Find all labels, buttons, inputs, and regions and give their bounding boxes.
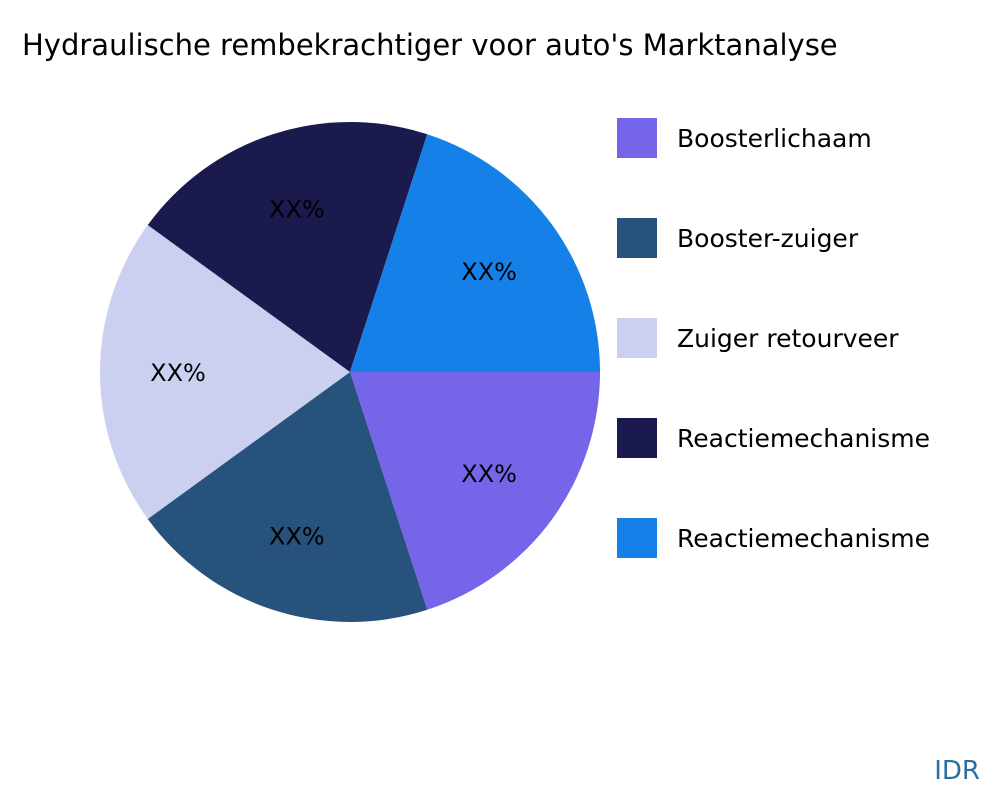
chart-title: Hydraulische rembekrachtiger voor auto's… (22, 28, 838, 62)
legend-item: Booster-zuiger (617, 218, 930, 258)
legend-swatch-booster-zuiger (617, 218, 657, 258)
legend-label: Zuiger retourveer (677, 323, 899, 353)
pie-slice-value-label: XX% (150, 359, 206, 387)
legend-label: Boosterlichaam (677, 123, 872, 153)
legend-swatch-boosterlichaam (617, 118, 657, 158)
legend-item: Zuiger retourveer (617, 318, 930, 358)
pie-slice-0-boosterlichaam (350, 372, 600, 610)
legend-label: Reactiemechanisme (677, 423, 931, 453)
watermark-idr: IDR (934, 756, 980, 786)
pie-slice-3-reactiemechanisme (147, 122, 428, 373)
pie-slice-value-label: XX% (269, 195, 325, 223)
pie-slice-value-label: XX% (461, 258, 517, 286)
legend-item: Boosterlichaam (617, 118, 930, 158)
legend-label: Booster-zuiger (677, 223, 859, 253)
legend-swatch-reactiemechanisme-1 (617, 418, 657, 458)
pie-slice-value-label: XX% (269, 523, 325, 551)
pie-slice-2-zuiger-retourveer (100, 225, 350, 519)
pie-slice-value-label: XX% (461, 460, 517, 488)
legend-swatch-zuiger-retourveer (617, 318, 657, 358)
legend: Boosterlichaam Booster-zuiger Zuiger ret… (617, 118, 930, 618)
legend-item: Reactiemechanisme (617, 418, 930, 458)
pie-slice-4-reactiemechanisme (350, 134, 600, 372)
pie-slice-1-booster-zuiger (147, 372, 428, 622)
legend-swatch-reactiemechanisme-2 (617, 518, 657, 558)
legend-label: Reactiemechanisme (677, 523, 931, 553)
legend-item: Reactiemechanisme (617, 518, 930, 558)
